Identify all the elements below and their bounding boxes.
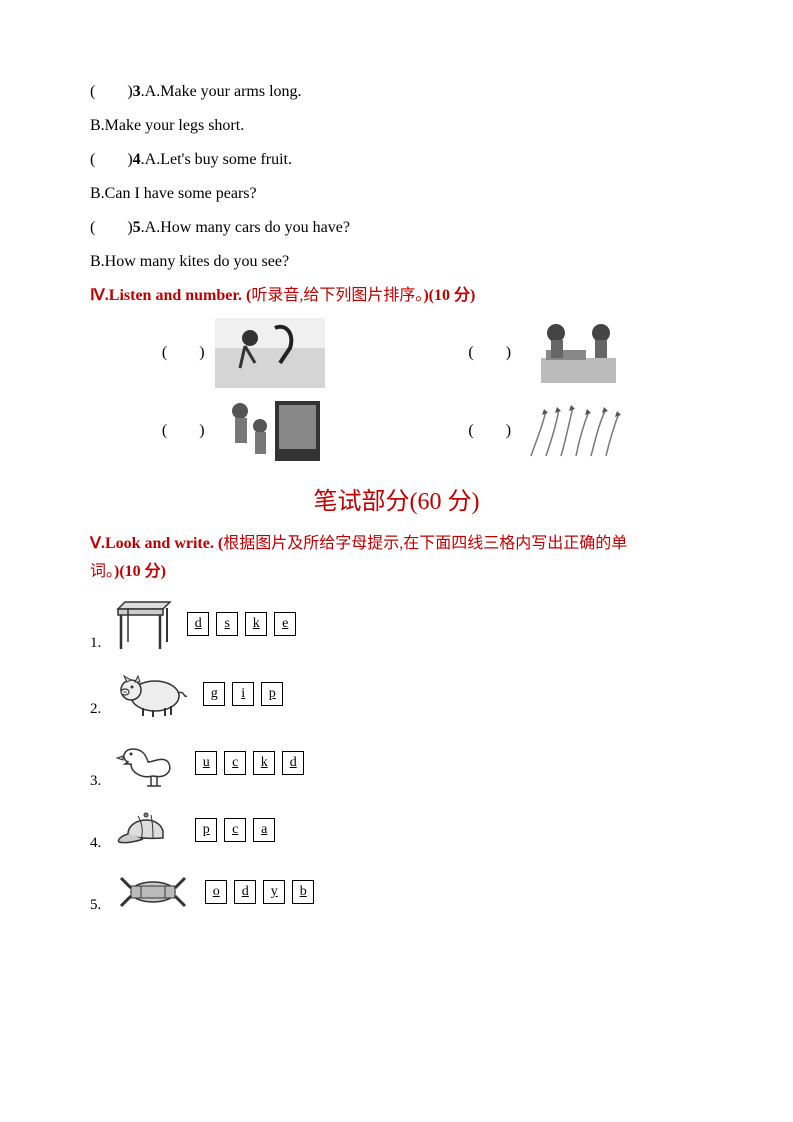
- question-3-line-b: B.Make your legs short.: [90, 114, 703, 138]
- cap-icon: [113, 806, 183, 854]
- letter-box: y: [263, 880, 285, 904]
- letter-box: d: [234, 880, 256, 904]
- letter-box: c: [224, 751, 246, 775]
- section-title-cn-2: 词。: [90, 563, 114, 580]
- letter-box: s: [216, 612, 238, 636]
- section-title-cn: 听录音,给下列图片排序。: [251, 287, 423, 304]
- letter-box: a: [253, 818, 275, 842]
- option-text: How many cars do you have?: [160, 219, 350, 236]
- section-title-cn-1: 根据图片及所给字母提示,在下面四线三格内写出正确的单: [223, 535, 627, 552]
- option-text: Can I have some pears?: [105, 185, 257, 202]
- letter-row: d s k e: [187, 612, 300, 636]
- item-num: 2.: [90, 698, 101, 721]
- letter-row: u c k d: [195, 751, 308, 775]
- order-paren[interactable]: ( ): [162, 419, 205, 443]
- word-item-5: 5. o d y b: [90, 868, 703, 916]
- section-title-end: )(10 分): [114, 563, 166, 580]
- label-a: .A.: [141, 151, 161, 168]
- q-num: 4: [133, 151, 141, 168]
- duck-icon: [113, 734, 183, 792]
- q-num: 5: [133, 219, 141, 236]
- letter-box: g: [203, 682, 225, 706]
- section-title-en: .Listen and number.: [105, 287, 246, 304]
- option-text: How many kites do you see?: [105, 253, 289, 270]
- word-item-3: 3. u c k d: [90, 734, 703, 792]
- section-title-en: .Look and write.: [101, 535, 218, 552]
- question-3-line-a: ( )3.A.Make your arms long.: [90, 80, 703, 104]
- written-section-title: 笔试部分(60 分): [90, 484, 703, 520]
- order-paren[interactable]: ( ): [468, 341, 511, 365]
- letter-box: k: [245, 612, 267, 636]
- word-item-1: 1. d s k e: [90, 594, 703, 654]
- blank-paren[interactable]: ( ): [90, 83, 133, 100]
- item-num: 1.: [90, 632, 101, 655]
- pig-icon: [113, 668, 191, 720]
- label-b: B.: [90, 117, 105, 134]
- letter-row: o d y b: [205, 880, 318, 904]
- q-num: 3: [133, 83, 141, 100]
- question-4-line-a: ( )4.A.Let's buy some fruit.: [90, 148, 703, 172]
- clip-image-1: [215, 318, 325, 388]
- clip-image-3: [215, 396, 325, 466]
- question-5-line-b: B.How many kites do you see?: [90, 250, 703, 274]
- section-title-end: )(10 分): [423, 287, 475, 304]
- blank-paren[interactable]: ( ): [90, 219, 133, 236]
- worksheet-page: ( )3.A.Make your arms long. B.Make your …: [0, 0, 793, 970]
- image-slot-3: ( ): [162, 396, 325, 466]
- image-row-2: ( ) ( ): [90, 396, 703, 466]
- word-item-2: 2. g i p: [90, 668, 703, 720]
- order-paren[interactable]: ( ): [162, 341, 205, 365]
- item-num: 3.: [90, 770, 101, 793]
- section-5-header: Ⅴ.Look and write. (根据图片及所给字母提示,在下面四线三格内写…: [90, 532, 703, 556]
- clip-image-2: [521, 318, 631, 388]
- letter-box: k: [253, 751, 275, 775]
- word-item-4: 4. p c a: [90, 806, 703, 854]
- desk-icon: [113, 594, 175, 654]
- label-a: .A.: [141, 219, 161, 236]
- label-b: B.: [90, 185, 105, 202]
- question-5-line-a: ( )5.A.How many cars do you have?: [90, 216, 703, 240]
- question-4-line-b: B.Can I have some pears?: [90, 182, 703, 206]
- label-a: .A.: [141, 83, 161, 100]
- letter-row: g i p: [203, 682, 287, 706]
- roman-numeral: Ⅳ: [90, 287, 105, 304]
- blank-paren[interactable]: ( ): [90, 151, 133, 168]
- image-slot-2: ( ): [468, 318, 631, 388]
- image-row-1: ( ) ( ): [90, 318, 703, 388]
- section-5-header-cont: 词。)(10 分): [90, 560, 703, 584]
- order-paren[interactable]: ( ): [468, 419, 511, 443]
- roman-numeral: Ⅴ: [90, 535, 101, 552]
- letter-box: d: [282, 751, 304, 775]
- option-text: Make your arms long.: [160, 83, 301, 100]
- letter-box: p: [261, 682, 283, 706]
- item-num: 5.: [90, 894, 101, 917]
- section-4-header: Ⅳ.Listen and number. (听录音,给下列图片排序。)(10 分…: [90, 284, 703, 308]
- letter-box: u: [195, 751, 217, 775]
- letter-box: c: [224, 818, 246, 842]
- letter-row: p c a: [195, 818, 279, 842]
- letter-box: b: [292, 880, 314, 904]
- letter-box: d: [187, 612, 209, 636]
- option-text: Let's buy some fruit.: [160, 151, 292, 168]
- letter-box: e: [274, 612, 296, 636]
- letter-box: o: [205, 880, 227, 904]
- image-slot-1: ( ): [162, 318, 325, 388]
- option-text: Make your legs short.: [105, 117, 245, 134]
- label-b: B.: [90, 253, 105, 270]
- letter-box: p: [195, 818, 217, 842]
- body-icon: [113, 868, 193, 916]
- item-num: 4.: [90, 832, 101, 855]
- letter-box: i: [232, 682, 254, 706]
- image-slot-4: ( ): [468, 401, 631, 461]
- clip-image-4: [521, 401, 631, 461]
